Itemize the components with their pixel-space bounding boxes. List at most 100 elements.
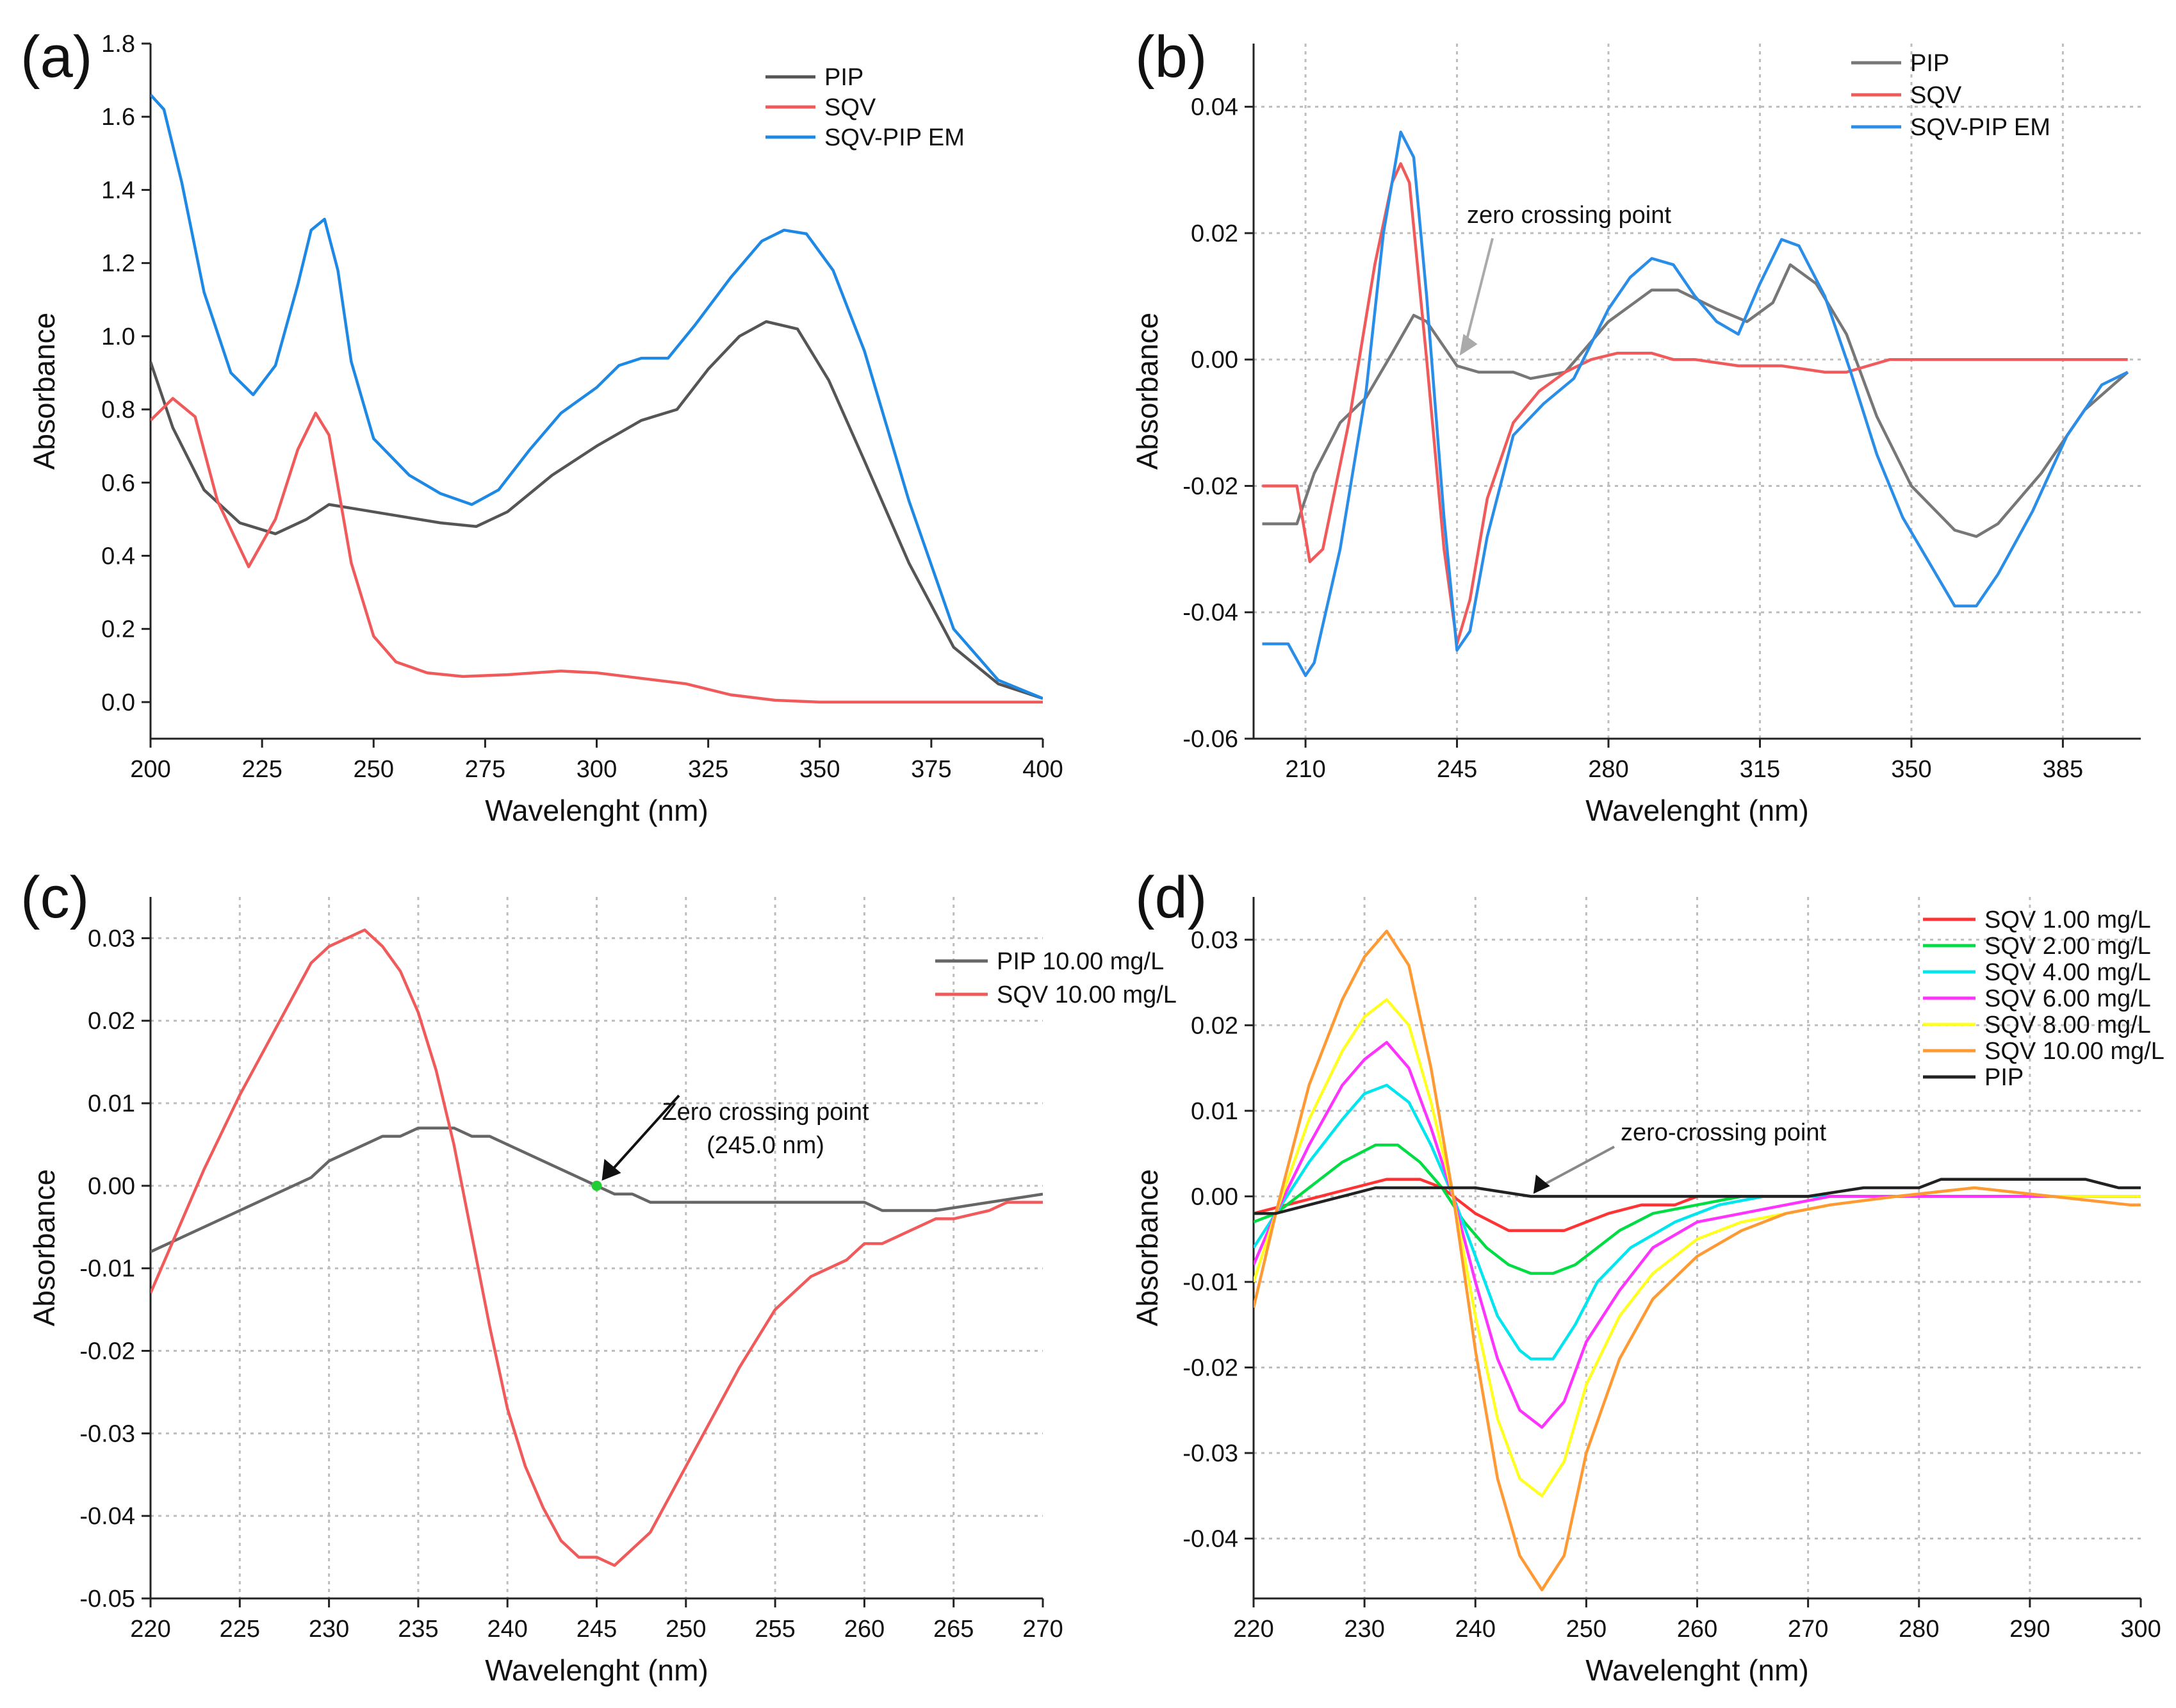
annotation-arrowhead — [1459, 334, 1478, 356]
y-tick-label: 0.8 — [101, 397, 135, 423]
annotation-arrow — [1537, 1146, 1615, 1189]
x-tick-label: 350 — [1891, 756, 1931, 783]
y-tick-label: 0.02 — [1191, 220, 1238, 247]
series-line-pip-10-00-mg-l — [151, 1126, 1043, 1253]
annotation-arrow — [1463, 238, 1494, 349]
y-tick-label: -0.03 — [1182, 1440, 1238, 1467]
y-tick-label: -0.01 — [79, 1256, 135, 1283]
y-axis-title: Absorbance — [28, 1169, 61, 1327]
panel-b: 210 245 280 315 350 385 -0.06 -0.04 -0.02 0.00 0.0… — [1131, 24, 2141, 827]
x-tick-label: 270 — [1788, 1616, 1828, 1643]
y-tick-label: -0.04 — [79, 1503, 135, 1530]
y-tick-label: 0.01 — [88, 1090, 135, 1117]
legend: PIP SQV SQV-PIP EM — [1851, 50, 2050, 141]
y-axis-title: Absorbance — [1131, 1169, 1164, 1327]
x-tick-label: 250 — [666, 1616, 706, 1643]
x-tick-label: 300 — [2120, 1616, 2161, 1643]
y-tick-label: 0.04 — [1191, 94, 1238, 121]
panel-d: 220 230 240 250 260 270 280 290 300 -0.04 -0.03 -0.… — [1131, 865, 2164, 1687]
x-tick-label: 280 — [1588, 756, 1628, 783]
legend-label: SQV — [1910, 82, 1962, 109]
x-tick-label: 400 — [1022, 756, 1063, 783]
x-tick-label: 315 — [1740, 756, 1780, 783]
series-group — [151, 928, 1043, 1567]
x-tick-label: 350 — [799, 756, 840, 783]
annotation-arrowhead — [601, 1158, 621, 1181]
series-line-sqv — [1262, 162, 2128, 646]
y-tick-label: -0.04 — [1182, 1526, 1238, 1553]
legend-label: SQV 2.00 mg/L — [1984, 933, 2151, 960]
y-axis-title: Absorbance — [1131, 313, 1164, 470]
x-tick-label: 220 — [130, 1616, 170, 1643]
legend: PIP SQV SQV-PIP EM — [765, 64, 965, 151]
legend-label: PIP — [1984, 1064, 2024, 1091]
y-tick-label: 0.00 — [88, 1173, 135, 1200]
x-tick-label: 225 — [241, 756, 282, 783]
x-tick-label: 325 — [688, 756, 728, 783]
legend-label: SQV-PIP EM — [824, 124, 965, 151]
y-tick-label: 0.01 — [1191, 1098, 1238, 1125]
y-tick-label: 0.00 — [1191, 1183, 1238, 1210]
x-tick-label: 260 — [844, 1616, 885, 1643]
zero-crossing-marker — [591, 1180, 602, 1191]
annotation-arrowhead — [1533, 1174, 1550, 1194]
x-tick-label: 265 — [933, 1616, 974, 1643]
legend-label: SQV — [824, 94, 876, 121]
y-tick-label: 0.02 — [88, 1008, 135, 1035]
panel-c: 220 225 230 235 240 245 250 255 260 265 270 -0.05 -0… — [20, 865, 1177, 1687]
series-line-sqv-10-00-mg-l — [151, 928, 1043, 1567]
annotation-subtext: (245.0 nm) — [707, 1132, 824, 1159]
x-tick-label: 250 — [1566, 1616, 1607, 1643]
series-line-sqv-6-00-mg-l — [1254, 1040, 2141, 1429]
x-axis-title: Wavelenght (nm) — [485, 794, 708, 827]
annotation-arrow — [607, 1094, 680, 1176]
series-line-sqv-10-00-mg-l — [1254, 930, 2141, 1591]
y-tick-label: 0.4 — [101, 543, 135, 570]
x-tick-label: 230 — [1344, 1616, 1384, 1643]
grid — [151, 897, 1043, 1598]
y-tick-label: 0.03 — [88, 925, 135, 952]
legend-label: SQV 1.00 mg/L — [1984, 907, 2151, 933]
x-tick-label: 300 — [577, 756, 617, 783]
legend-label: PIP — [1910, 50, 1949, 77]
x-tick-label: 240 — [487, 1616, 527, 1643]
x-tick-label: 200 — [130, 756, 170, 783]
y-tick-label: -0.02 — [1182, 473, 1238, 500]
y-tick-label: 0.03 — [1191, 927, 1238, 954]
x-tick-label: 290 — [2009, 1616, 2050, 1643]
x-axis-title: Wavelenght (nm) — [1585, 794, 1809, 827]
x-tick-label: 245 — [1437, 756, 1477, 783]
x-tick-label: 275 — [465, 756, 505, 783]
y-tick-label: 1.4 — [101, 177, 135, 204]
legend: PIP 10.00 mg/L SQV 10.00 mg/L — [935, 948, 1177, 1008]
x-tick-label: 245 — [577, 1616, 617, 1643]
y-tick-label: 0.6 — [101, 470, 135, 497]
series-group — [1262, 130, 2129, 677]
series-line-sqv-2-00-mg-l — [1254, 1144, 2141, 1275]
y-tick-label: 1.6 — [101, 104, 135, 131]
panel-label: (a) — [20, 24, 92, 90]
x-tick-label: 385 — [2043, 756, 2083, 783]
x-tick-label: 225 — [220, 1616, 260, 1643]
legend-label: PIP 10.00 mg/L — [997, 948, 1164, 975]
legend-label: SQV 8.00 mg/L — [1984, 1012, 2151, 1039]
annotation-text: zero crossing point — [1467, 202, 1671, 229]
y-tick-label: 1.2 — [101, 250, 135, 277]
series-group — [1254, 930, 2141, 1591]
legend-label: SQV 4.00 mg/L — [1984, 959, 2151, 986]
series-line-sqv-4-00-mg-l — [1254, 1083, 2141, 1361]
y-tick-label: -0.06 — [1182, 726, 1238, 753]
legend-label: SQV 10.00 mg/L — [1984, 1038, 2164, 1065]
x-axis-title: Wavelenght (nm) — [485, 1654, 708, 1687]
annotation-text: Zero crossing point — [662, 1099, 869, 1126]
x-tick-label: 255 — [755, 1616, 795, 1643]
grid — [1254, 44, 2141, 739]
panel-a: 200 225 250 275 300 325 350 375 400 0.0 0.2 0.4 0.6 0… — [20, 24, 1063, 827]
legend-label: PIP — [824, 64, 863, 91]
series-line-pip — [1254, 1178, 2141, 1215]
y-tick-label: 1.8 — [101, 31, 135, 58]
panel-label: (b) — [1135, 24, 1207, 90]
legend-label: SQV-PIP EM — [1910, 114, 2050, 141]
